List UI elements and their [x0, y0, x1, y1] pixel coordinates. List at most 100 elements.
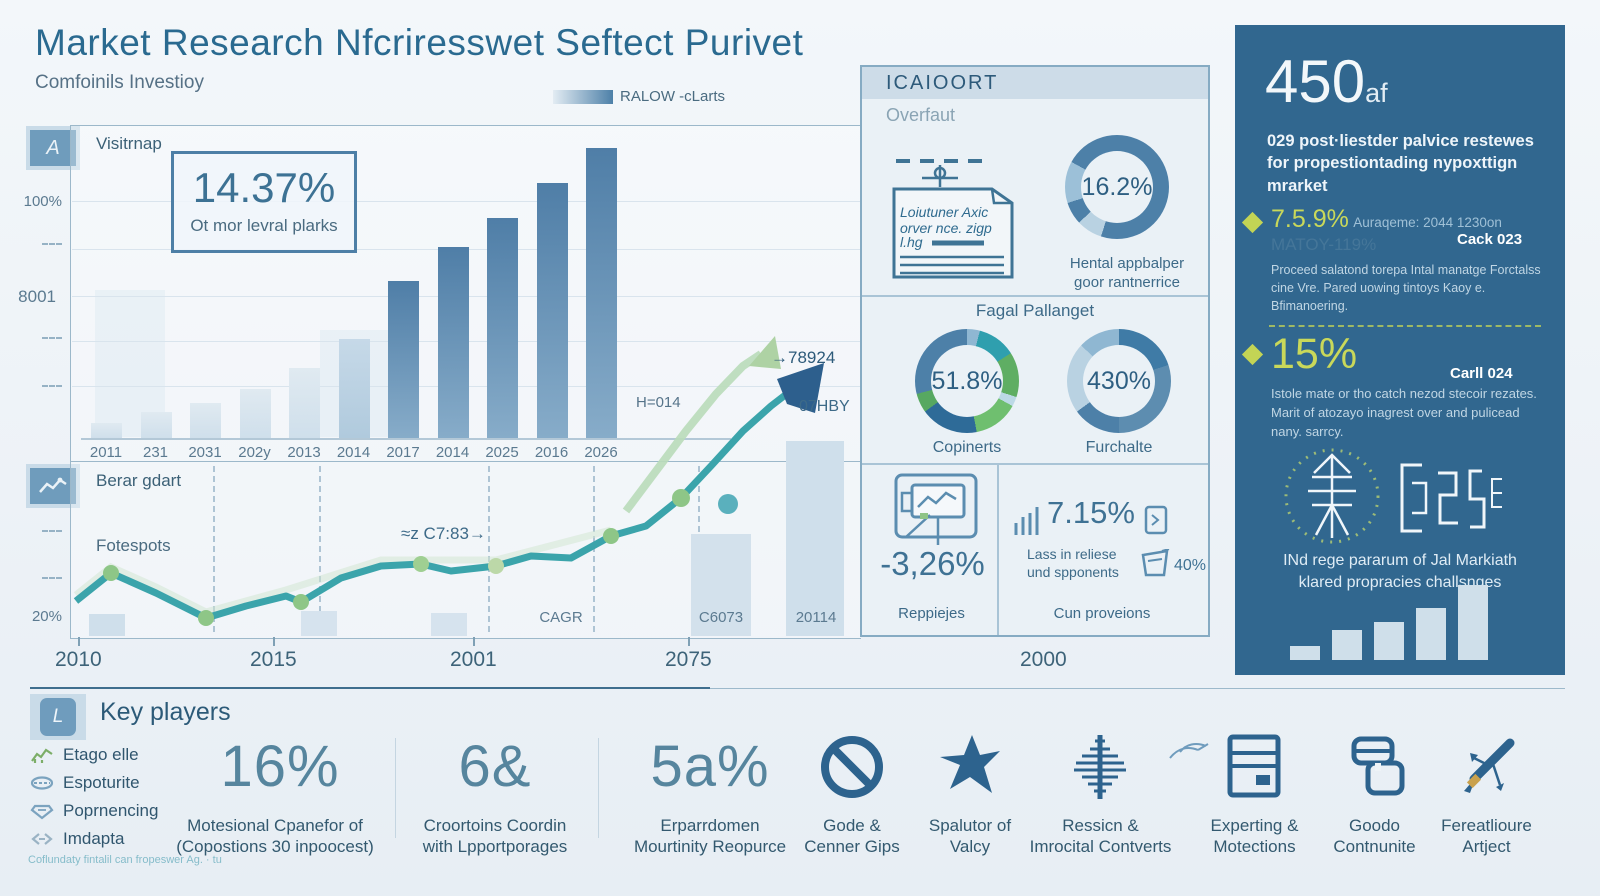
sidebar-mini-bar [1416, 608, 1446, 660]
bar-baseline [81, 438, 731, 440]
sidebar-headline-suffix: af [1365, 78, 1388, 108]
player-eye-icon [30, 776, 54, 790]
no-entry-icon [821, 736, 883, 798]
bar-chart-icon: A [26, 126, 80, 170]
page-title: Market Research Nfcriresswet Seftect Pur… [35, 22, 804, 63]
stat-value: 14.37% [192, 164, 336, 211]
bottom-stat-5a-caption: Erparrdomen [660, 816, 760, 835]
note-page-icon [1144, 505, 1168, 535]
sidebar-mini-bar-chart [1290, 585, 1510, 660]
server-icon [1227, 734, 1281, 798]
bar-category-label: 2011 [89, 444, 123, 461]
report-stat-right-note: Lass in reliese [1027, 546, 1117, 562]
donut-furchalte: 430% [1067, 329, 1171, 433]
x-axis-2001: 2001 [450, 648, 497, 671]
bottom-stat-5a: 5a% [650, 734, 770, 799]
sidebar-item1-value: 7.5.9% [1271, 205, 1349, 233]
bar-category-label: 2026 [584, 444, 618, 461]
player-item-poprnencing: Poprnencing [30, 801, 158, 821]
floor-label-20114: 20114 [795, 609, 837, 626]
bottom-stat-6-caption: Croortoins Coordin [423, 816, 567, 835]
bar-category-label: 2017 [386, 444, 420, 461]
stat-caption: Ot mor levral plarks [190, 216, 338, 235]
player-link-icon [31, 833, 53, 845]
footnote: Coflundaty fintalil can fropeswer Ag. · … [28, 854, 222, 866]
bar-202y [239, 389, 271, 438]
x-axis-2000: 2000 [1020, 648, 1067, 671]
bullet-diamond-icon [1241, 343, 1264, 366]
sidebar-intro: 029 post·liestder palvice restewes for p… [1267, 132, 1534, 195]
sidebar-mini-bar [1290, 646, 1320, 660]
sidebar-mini-bar [1458, 585, 1488, 660]
sidebar-item1-tag: Cack 023 [1457, 231, 1523, 248]
player-item-imdapta: Imdapta [30, 829, 124, 849]
report-stat-right-caption: Cun proveions [1053, 605, 1151, 622]
bar-2031 [190, 403, 221, 438]
floor-label-cagr: CAGR [539, 609, 583, 626]
feature-caption-gode: Gode & [823, 816, 881, 835]
key-players-icon: L [40, 698, 76, 736]
bar-2016 [536, 183, 568, 438]
bar-2014 [338, 339, 370, 438]
x-axis-2075: 2075 [665, 648, 712, 671]
bar-series: 2011 231 2031 202y 2013 2014 2017 2014 2025 2016 2… [71, 126, 861, 461]
donut-overview-caption: Hental appbalper [1069, 255, 1185, 272]
line-annotation-label: 07HBY [799, 398, 850, 415]
bar-2026 [586, 148, 617, 438]
sidebar-item1-note: Auraqeme: 2044 1230on [1353, 215, 1502, 230]
report-stat-right-value: 7.15% [1047, 495, 1135, 530]
feature-caption-goodo: Goodo [1348, 816, 1401, 835]
floor-label-c6073: C6073 [698, 609, 744, 626]
bar-2017 [388, 281, 419, 438]
bar-2011 [91, 423, 122, 438]
player-item-espoturite: Espoturite [30, 773, 140, 793]
document-sketch-icon: Loiutuner Axic orver nce. zigp l.hg [892, 159, 1014, 279]
chart-panel: Visitrnap 14.37% Ot mor levral plarks 20… [70, 125, 861, 639]
y-tick-8001: 8001 [18, 287, 56, 306]
y-tick-100: 100% [23, 193, 62, 210]
svg-text:l.hg: l.hg [900, 234, 923, 250]
bar-category-label: 2025 [485, 444, 519, 461]
sidebar-headline-value: 450 [1265, 48, 1366, 115]
report-panel: ICAIOORT Overfaut Loiutuner Axic orver n… [860, 65, 1210, 637]
bar-231 [140, 412, 172, 438]
medal-icon [1074, 735, 1126, 799]
svg-text:orver nce. zigp: orver nce. zigp [900, 220, 992, 236]
x-axis-2010: 2010 [55, 648, 102, 671]
sidebar-panel: 450af 029 post·liestder palvice restewes… [1235, 25, 1565, 675]
bar-2013 [289, 368, 320, 438]
sidebar-item1-body: Proceed salatond torepa Intal manatge Fo… [1271, 263, 1541, 314]
line-panel-label: Berar gdart [96, 471, 182, 490]
feature-caption-ressicn: Ressicn & [1062, 816, 1139, 835]
sidebar-item2-tag: Carll 024 [1450, 365, 1513, 382]
line-series-label: Fotespots [96, 536, 171, 555]
feature-caption-experting: Experting & [1210, 816, 1299, 835]
bar-category-label: 2014 [435, 444, 470, 461]
x-axis-2015: 2015 [250, 648, 297, 671]
report-subheader: Overfaut [886, 105, 956, 125]
line-annotation-mid: ≈z C7:83→ [401, 524, 486, 543]
donut-right-value: 430% [1087, 366, 1151, 395]
bar-2014 [437, 247, 469, 438]
star-icon [940, 735, 1000, 793]
bottom-stat-16: 16% [220, 734, 340, 799]
report-stat-left-value: -3,26% [880, 545, 985, 582]
stat-box: 14.37% Ot mor levral plarks [171, 151, 357, 253]
bottom-stat-6: 6& [458, 734, 532, 799]
donut-copinerts: 51.8% [915, 329, 1019, 433]
cards-icon [1351, 736, 1405, 796]
sidebar-item1-ghost: MATOY-119% [1271, 235, 1377, 254]
sidebar-item2-value: 15% [1271, 330, 1358, 378]
pen-icon [1464, 738, 1515, 793]
line-annotation-value: →78924 [771, 348, 836, 367]
bar-category-label: 2013 [287, 444, 321, 461]
key-players-title: Key players [100, 698, 231, 726]
legend-gradient-swatch [553, 90, 613, 104]
legend-label: RALOW -cLarts [620, 88, 726, 105]
sidebar-mini-bar [1332, 630, 1362, 660]
sidebar-item2-body: Istole mate or tho catch nezod stecoir r… [1271, 386, 1537, 439]
mini-bars-icon [1014, 507, 1039, 535]
donut-overview-value: 16.2% [1081, 172, 1153, 201]
cup-icon [1141, 549, 1170, 577]
report-stat-right-extra: 40% [1174, 557, 1207, 574]
